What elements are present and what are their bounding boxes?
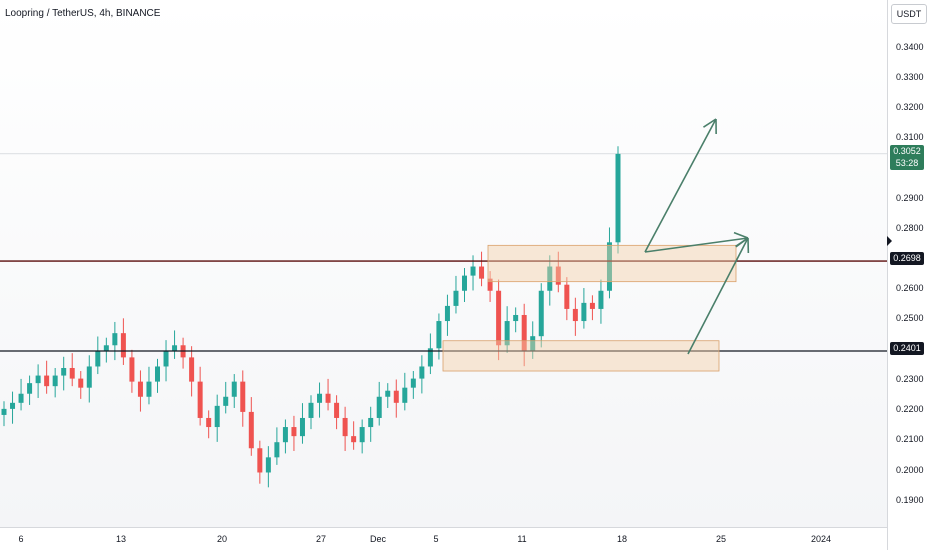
candle-body bbox=[445, 306, 450, 321]
candle-body bbox=[462, 276, 467, 291]
candle-body bbox=[61, 368, 66, 376]
candle-body bbox=[10, 403, 15, 409]
price-tick: 0.3200 bbox=[896, 102, 924, 112]
candle-body bbox=[70, 368, 75, 379]
candle-body bbox=[377, 397, 382, 418]
candle-body bbox=[78, 379, 83, 388]
last-price-value: 0.3052 bbox=[890, 145, 924, 157]
currency-button[interactable]: USDT bbox=[891, 4, 927, 24]
candle-body bbox=[112, 333, 117, 345]
candle-body bbox=[19, 394, 24, 403]
candle-body bbox=[155, 366, 160, 381]
time-tick: 20 bbox=[217, 534, 227, 544]
projection-arrowhead bbox=[734, 233, 748, 238]
projection-arrow bbox=[645, 119, 716, 252]
candle-body bbox=[436, 321, 441, 348]
price-tick: 0.2900 bbox=[896, 193, 924, 203]
candle-body bbox=[411, 379, 416, 388]
candle-body bbox=[368, 418, 373, 427]
candle-body bbox=[598, 291, 603, 309]
time-tick: 11 bbox=[517, 534, 526, 544]
candle-body bbox=[53, 376, 58, 387]
time-tick: 2024 bbox=[811, 534, 831, 544]
price-tick: 0.2200 bbox=[896, 404, 924, 414]
price-tick: 0.3400 bbox=[896, 42, 924, 52]
candle-body bbox=[419, 366, 424, 378]
time-tick: Dec bbox=[370, 534, 386, 544]
candle-body bbox=[2, 409, 7, 415]
candle-body bbox=[334, 403, 339, 418]
bar-countdown: 53:28 bbox=[890, 157, 924, 169]
candle-body bbox=[496, 291, 501, 346]
candle-body bbox=[232, 382, 237, 397]
support-zone bbox=[443, 341, 719, 371]
candle-body bbox=[27, 383, 32, 394]
price-tick: 0.2600 bbox=[896, 283, 924, 293]
time-tick: 25 bbox=[716, 534, 726, 544]
time-tick: 27 bbox=[316, 534, 326, 544]
candle-body bbox=[581, 303, 586, 321]
candle-body bbox=[44, 376, 49, 387]
candle-body bbox=[616, 154, 621, 242]
candle-body bbox=[274, 442, 279, 457]
candle-body bbox=[164, 351, 169, 366]
candle-body bbox=[309, 403, 314, 418]
candle-body bbox=[266, 457, 271, 472]
candle-body bbox=[394, 391, 399, 403]
candle-body bbox=[36, 376, 41, 384]
candle-body bbox=[564, 285, 569, 309]
price-tick: 0.2000 bbox=[896, 465, 924, 475]
candle-body bbox=[95, 351, 100, 366]
last-price-label: 0.3052 53:28 bbox=[890, 145, 924, 170]
candle-body bbox=[198, 382, 203, 418]
axis-marker-icon bbox=[887, 236, 892, 246]
candle-body bbox=[249, 412, 254, 448]
candle-body bbox=[129, 357, 134, 381]
price-tick: 0.3300 bbox=[896, 72, 924, 82]
candle-body bbox=[223, 397, 228, 406]
candle-body bbox=[326, 394, 331, 403]
price-tick: 0.2500 bbox=[896, 313, 924, 323]
price-tick: 0.2100 bbox=[896, 434, 924, 444]
candle-body bbox=[146, 382, 151, 397]
candle-body bbox=[479, 267, 484, 279]
candle-body bbox=[283, 427, 288, 442]
price-tick: 0.2800 bbox=[896, 223, 924, 233]
symbol-title: Loopring / TetherUS, 4h, BINANCE bbox=[5, 8, 160, 19]
price-tick: 0.1900 bbox=[896, 495, 924, 505]
candle-body bbox=[206, 418, 211, 427]
candle-body bbox=[453, 291, 458, 306]
level-upper-tag: 0.2698 bbox=[890, 252, 924, 265]
candle-body bbox=[87, 366, 92, 387]
candle-body bbox=[300, 418, 305, 436]
price-tick: 0.2300 bbox=[896, 374, 924, 384]
candle-body bbox=[215, 406, 220, 427]
candle-body bbox=[385, 391, 390, 397]
time-axis[interactable] bbox=[0, 527, 887, 551]
level-lower-tag: 0.2401 bbox=[890, 342, 924, 355]
time-tick: 13 bbox=[116, 534, 126, 544]
candle-body bbox=[360, 427, 365, 442]
candle-body bbox=[539, 291, 544, 336]
candle-body bbox=[257, 448, 262, 472]
candle-body bbox=[317, 394, 322, 403]
candle-body bbox=[121, 333, 126, 357]
candle-body bbox=[471, 267, 476, 276]
candle-body bbox=[590, 303, 595, 309]
candle-body bbox=[343, 418, 348, 436]
candle-body bbox=[291, 427, 296, 436]
candle-body bbox=[240, 382, 245, 412]
candle-body bbox=[351, 436, 356, 442]
resistance-zone bbox=[488, 245, 736, 281]
time-tick: 5 bbox=[433, 534, 438, 544]
candle-body bbox=[189, 357, 194, 381]
time-tick: 18 bbox=[617, 534, 627, 544]
candle-body bbox=[402, 388, 407, 403]
candle-body bbox=[138, 382, 143, 397]
candle-body bbox=[513, 315, 518, 321]
price-chart[interactable] bbox=[0, 0, 887, 527]
time-tick: 6 bbox=[18, 534, 23, 544]
price-tick: 0.3100 bbox=[896, 132, 924, 142]
candle-body bbox=[573, 309, 578, 321]
